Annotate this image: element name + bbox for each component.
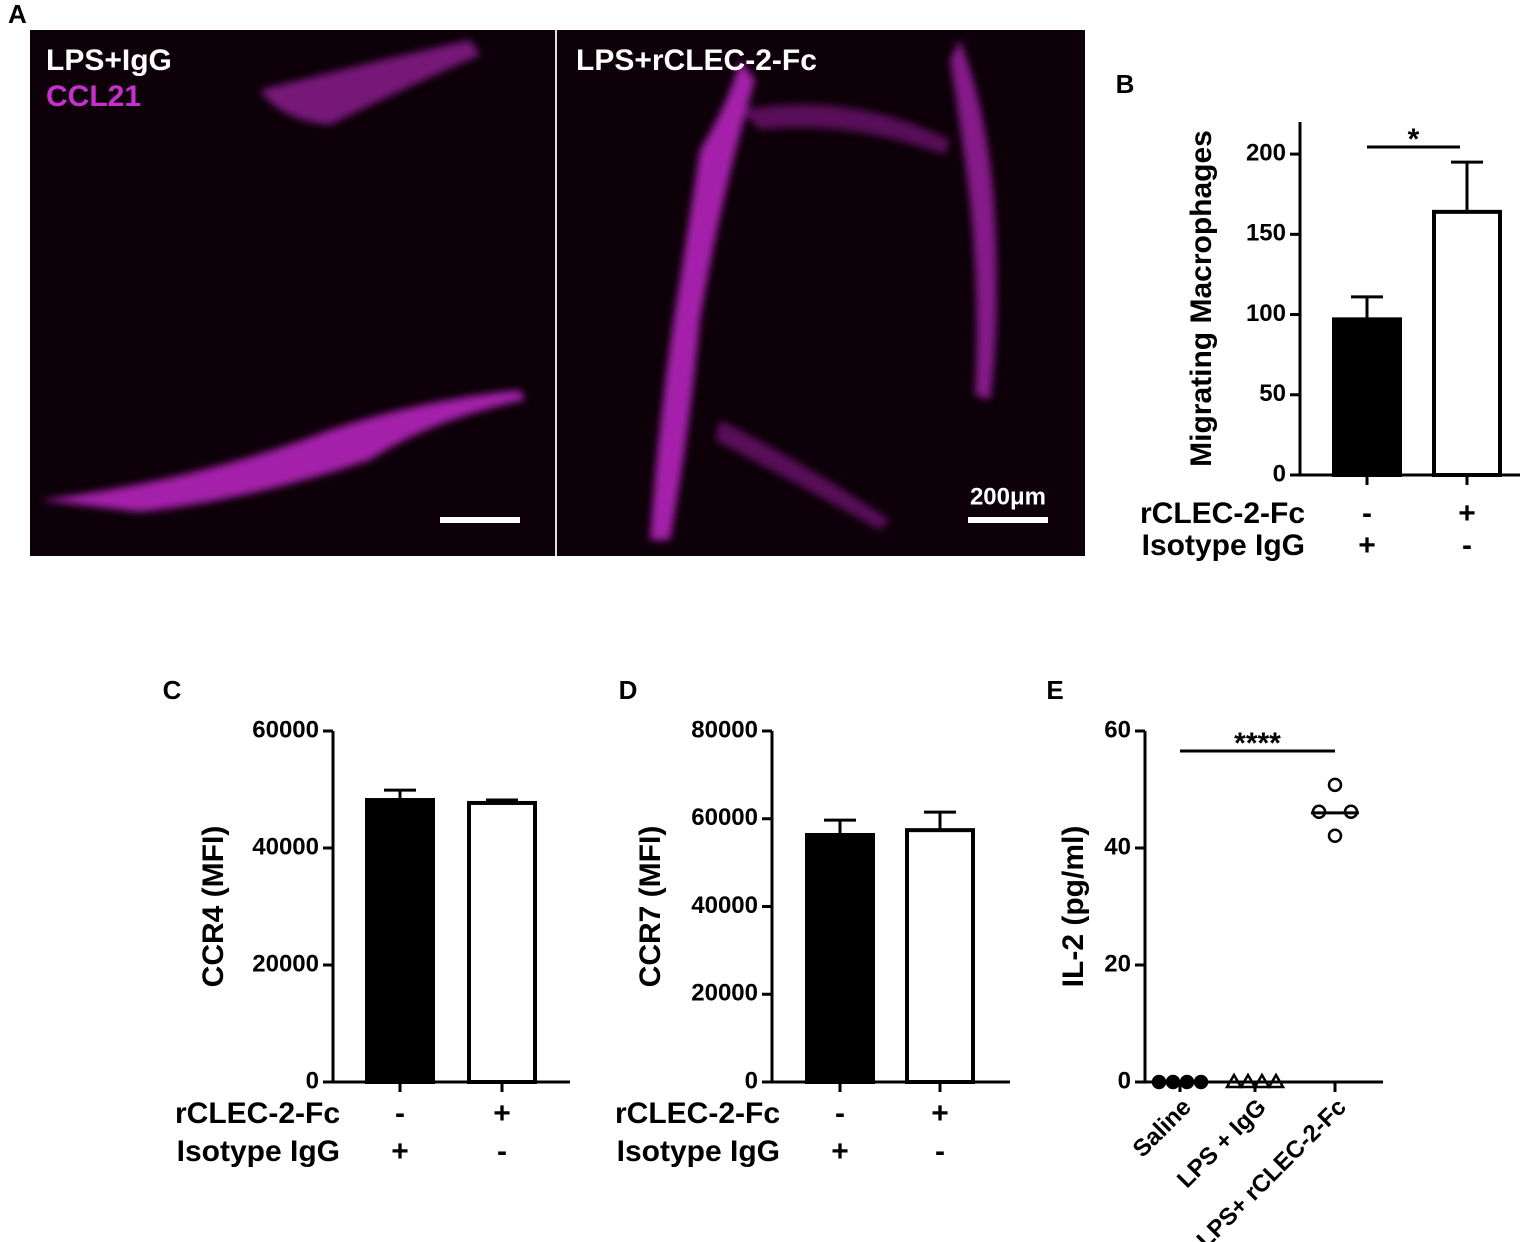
condition-label: Isotype IgG xyxy=(617,1135,780,1168)
condition-sign: + xyxy=(931,1097,949,1130)
condition-sign: - xyxy=(395,1097,405,1130)
x-tick-label: Saline xyxy=(1128,1094,1197,1163)
condition-sign: + xyxy=(493,1097,511,1130)
condition-label: Isotype IgG xyxy=(1142,529,1305,562)
condition-label: rCLEC-2-Fc xyxy=(175,1097,340,1130)
y-tick-label: 0 xyxy=(745,1067,758,1094)
chart: D CCR7 (MFI) 0 20000 40000 60000 80000 rCLEC-2-… xyxy=(615,675,1010,1168)
chart: C CCR4 (MFI) 0 20000 40000 60000 rCLEC-2-Fc - + I… xyxy=(163,675,570,1168)
condition-sign: + xyxy=(1358,529,1376,562)
condition-sign: - xyxy=(935,1135,945,1168)
y-tick-label: 40000 xyxy=(691,892,758,919)
staining xyxy=(40,40,997,540)
point xyxy=(1327,828,1343,843)
bar xyxy=(365,798,435,1085)
panel-label: A xyxy=(8,0,27,29)
bar xyxy=(467,800,537,1085)
condition-label: rCLEC-2-Fc xyxy=(1140,497,1305,530)
condition-sign: + xyxy=(391,1135,409,1168)
significance-label: **** xyxy=(1234,727,1281,760)
y-tick-label: 20 xyxy=(1104,950,1131,977)
y-tick-label: 20000 xyxy=(252,950,319,977)
bar xyxy=(1332,317,1402,478)
image-panel: A LPS+IgG CCL21 LPS+rCLEC-2-Fc 200μm xyxy=(8,0,1085,556)
y-axis-label: IL-2 (pg/ml) xyxy=(1057,826,1090,988)
condition-sign: - xyxy=(1462,529,1472,562)
y-tick-label: 40 xyxy=(1104,833,1131,860)
y-tick-label: 0 xyxy=(1273,460,1286,487)
condition-sign: - xyxy=(1362,497,1372,530)
point xyxy=(1327,777,1343,793)
bar xyxy=(805,832,875,1085)
y-tick-label: 150 xyxy=(1246,220,1286,247)
y-tick-label: 50 xyxy=(1259,380,1286,407)
scale-bar-label: 200μm xyxy=(970,483,1046,510)
y-axis-label: Migrating Macrophages xyxy=(1185,130,1218,467)
y-axis-label: CCR4 (MFI) xyxy=(197,826,230,988)
micrograph xyxy=(30,30,1085,556)
y-tick-label: 200 xyxy=(1246,139,1286,166)
condition-sign: + xyxy=(831,1135,849,1168)
y-tick-label: 0 xyxy=(306,1067,319,1094)
panel-label: D xyxy=(619,675,638,705)
left-title: LPS+IgG xyxy=(46,44,172,77)
condition-sign: - xyxy=(835,1097,845,1130)
y-axis-label: CCR7 (MFI) xyxy=(634,826,667,988)
condition-sign: + xyxy=(1458,497,1476,530)
bar xyxy=(905,828,975,1084)
right-title: LPS+rCLEC-2-Fc xyxy=(576,44,817,77)
left-stain: CCL21 xyxy=(46,80,141,113)
chart: B Migrating Macrophages 0 50 100 150 200 rCLEC-… xyxy=(1116,69,1520,562)
y-tick-label: 60000 xyxy=(252,716,319,743)
y-tick-label: 60000 xyxy=(691,804,758,831)
y-tick-label: 100 xyxy=(1246,300,1286,327)
condition-label: rCLEC-2-Fc xyxy=(615,1097,780,1130)
y-tick-label: 0 xyxy=(1118,1067,1131,1094)
y-tick-label: 80000 xyxy=(691,716,758,743)
bar xyxy=(1432,209,1502,477)
condition-label: Isotype IgG xyxy=(177,1135,340,1168)
condition-sign: - xyxy=(497,1135,507,1168)
panel-label: B xyxy=(1116,69,1135,99)
significance-label: * xyxy=(1408,123,1420,156)
y-tick-label: 40000 xyxy=(252,833,319,860)
y-tick-label: 20000 xyxy=(691,980,758,1007)
panel-label: C xyxy=(163,675,182,705)
y-tick-label: 60 xyxy=(1104,716,1131,743)
panel-label: E xyxy=(1046,675,1063,705)
